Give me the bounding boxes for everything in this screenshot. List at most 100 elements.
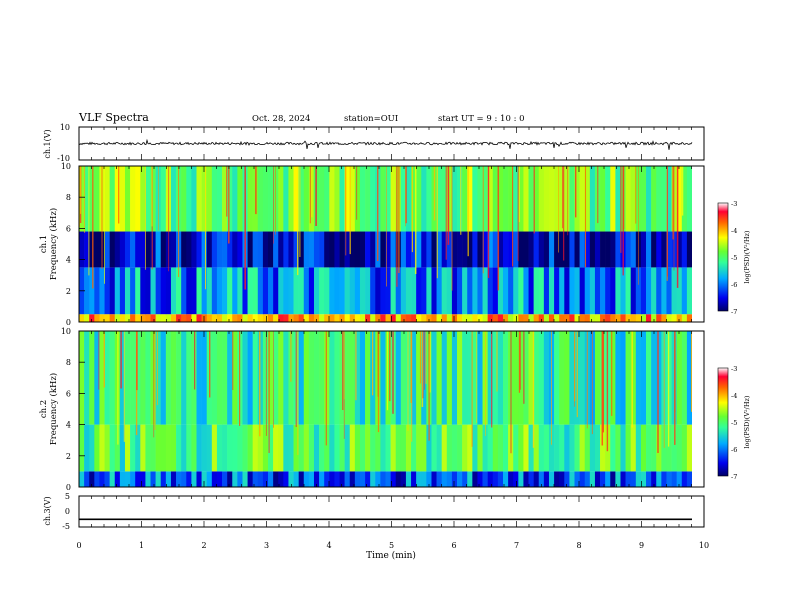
spectrogram-cell [533,166,540,232]
ch3-ytick-top: 5 [65,492,70,501]
spectrogram-cell [298,471,305,487]
spectrogram-cell [339,231,345,268]
spectrogram-cell [630,331,637,425]
spectrogram-cell [554,471,560,487]
spectrogram-cell [181,471,187,487]
spectrogram-cell [416,231,422,268]
spectrogram-cell [170,424,177,472]
spectrogram-cell [467,331,473,425]
spectrogram-cell [349,471,356,487]
colorbar-tick-label: -4 [731,392,737,400]
spectrogram-cell [150,267,156,315]
spectrogram-cell [288,424,294,472]
spectrogram-cell [206,267,213,315]
spectrogram-cell [666,231,672,268]
spectrogram-cell [109,331,116,425]
spectrogram-cell [416,424,422,472]
spectrogram-cell [411,314,417,322]
spectrogram-cell [538,331,545,425]
spectrogram-cell [344,267,351,315]
spectrogram-cell [610,424,616,472]
spectrogram-cell [502,471,509,487]
spectrogram-cell [268,231,274,268]
spectrogram-cell [441,166,448,232]
spectrogram-cell [135,471,141,487]
spectrogram-cell [354,267,361,315]
spectrogram-cell [165,424,172,472]
spectrogram-cell [543,267,550,315]
spectrogram-cell [600,166,606,232]
y-tick-label: 8 [66,358,71,367]
spectrogram-cell [390,267,397,315]
spectrogram-cell [329,424,335,472]
spectrogram-cell [89,424,95,472]
spectrogram-cell [313,424,320,472]
spectrogram-cell [487,267,494,315]
spectrogram-cell [446,471,453,487]
spectrogram-cell [237,166,243,232]
spectrogram-cell [436,424,442,472]
spectrogram-cell [319,331,325,425]
spectrogram-cell [119,166,126,232]
spectrogram-cell [472,314,478,322]
spectrogram-cell [135,267,141,315]
spectrogram-cell [615,166,621,232]
spectrogram-cell [191,314,197,322]
spectrogram-cell [467,424,473,472]
spectrogram-cell [462,166,468,232]
spectrogram-cell [150,424,156,472]
spectrogram-cell [416,166,422,232]
spectrogram-cell [635,314,642,322]
spectrogram-cell [620,314,626,322]
spectrogram-cell [661,231,667,268]
spectrogram-cell [354,424,361,472]
spectrogram-cell [656,314,662,322]
spectrogram-cell [482,314,488,322]
spectrogram-cell [487,331,494,425]
spectrogram-cell [181,314,187,322]
spectrogram-cell [421,314,427,322]
spectrogram-cell [421,424,427,472]
spectrogram-cell [451,231,458,268]
spectrogram-cell [538,231,545,268]
spectrogram-cell [564,267,570,315]
spectrogram-cell [308,314,315,322]
spectrogram-cell [319,471,325,487]
spectrogram-cell [554,314,560,322]
spectrogram-cell [140,166,146,232]
spectrogram-cell [457,314,463,322]
spectrogram-cell [656,231,662,268]
spectrogram-cell [211,314,218,322]
spectrogram-cell [462,424,468,472]
spectrogram-cell [584,424,591,472]
spectrogram-cell [155,331,162,425]
spectrogram-cell [160,267,167,315]
spectrogram-cell [227,314,233,322]
spectrogram-cell [375,314,381,322]
spectrogram-cell [416,471,422,487]
spectrogram-cell [262,166,269,232]
spectrogram-cell [268,166,274,232]
spectrogram-cell [518,267,524,315]
header-date: Oct. 28, 2024 [252,114,311,124]
spectrogram-cell [191,424,197,472]
spectrogram-cell [303,424,310,472]
spectrogram-cell [308,424,315,472]
spectrogram-cell [303,331,310,425]
spectrogram-cell [635,424,642,472]
spectrogram-cell [646,471,652,487]
spectrogram-cell [686,331,693,425]
spectrogram-cell [533,331,540,425]
spectrogram-cell [451,267,458,315]
spectrogram-cell [457,424,463,472]
spectrogram-cell [405,231,412,268]
spectrogram-cell [262,424,269,472]
spectrogram-cell [548,166,555,232]
spectrogram-cell [477,331,483,425]
spectrogram-cell [155,231,162,268]
spectrogram-cell [686,166,693,232]
spectrogram-cell [528,166,534,232]
spectrogram-cell [293,166,299,232]
spectrogram-cell [508,314,514,322]
spectrogram-cell [232,267,238,315]
